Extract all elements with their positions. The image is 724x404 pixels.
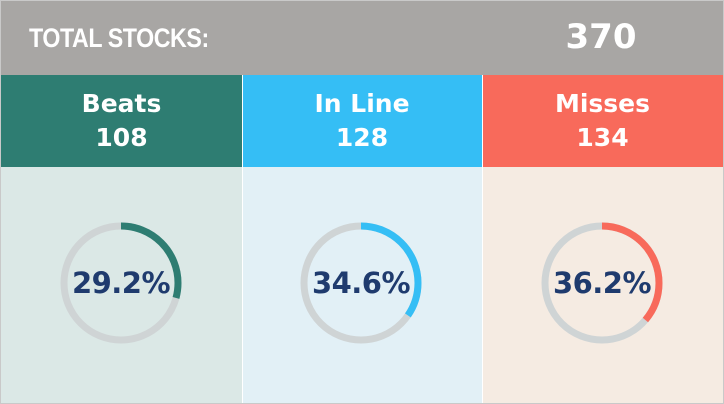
beats-column: Beats 108 29.2% <box>1 75 242 403</box>
misses-body <box>482 167 723 403</box>
beats-label: Beats <box>81 89 162 118</box>
in-line-body <box>242 167 482 403</box>
misses-donut: 36.2% <box>540 221 664 345</box>
column-divider <box>242 75 243 403</box>
misses-donut-svg <box>541 222 663 344</box>
misses-column: Misses 134 36.2% <box>482 75 723 403</box>
beats-count: 108 <box>95 123 148 152</box>
beats-body <box>1 167 242 403</box>
in-line-label: In Line <box>314 89 410 118</box>
misses-label: Misses <box>554 89 651 118</box>
in-line-donut: 34.6% <box>299 221 423 345</box>
column-divider <box>482 75 483 403</box>
total-stocks-label: TOTAL STOCKS: <box>29 23 209 53</box>
in-line-header: In Line 128 <box>242 75 482 167</box>
total-stocks-bar: TOTAL STOCKS: 370 <box>1 1 723 75</box>
in-line-column: In Line 128 34.6% <box>242 75 482 403</box>
beats-header: Beats 108 <box>1 75 242 167</box>
in-line-percentage: 34.6% <box>311 266 411 300</box>
beats-percentage: 29.2% <box>71 266 171 300</box>
beats-donut-arc <box>60 222 182 344</box>
in-line-donut-svg <box>300 222 422 344</box>
misses-donut-arc <box>541 222 663 344</box>
beats-donut-svg <box>60 222 182 344</box>
total-stocks-value: 370 <box>565 17 637 57</box>
in-line-count: 128 <box>335 123 389 152</box>
beats-donut: 29.2% <box>59 221 183 345</box>
misses-count: 134 <box>576 123 629 152</box>
misses-percentage: 36.2% <box>552 266 652 300</box>
misses-header: Misses 134 <box>482 75 723 167</box>
in-line-donut-arc <box>300 222 422 344</box>
